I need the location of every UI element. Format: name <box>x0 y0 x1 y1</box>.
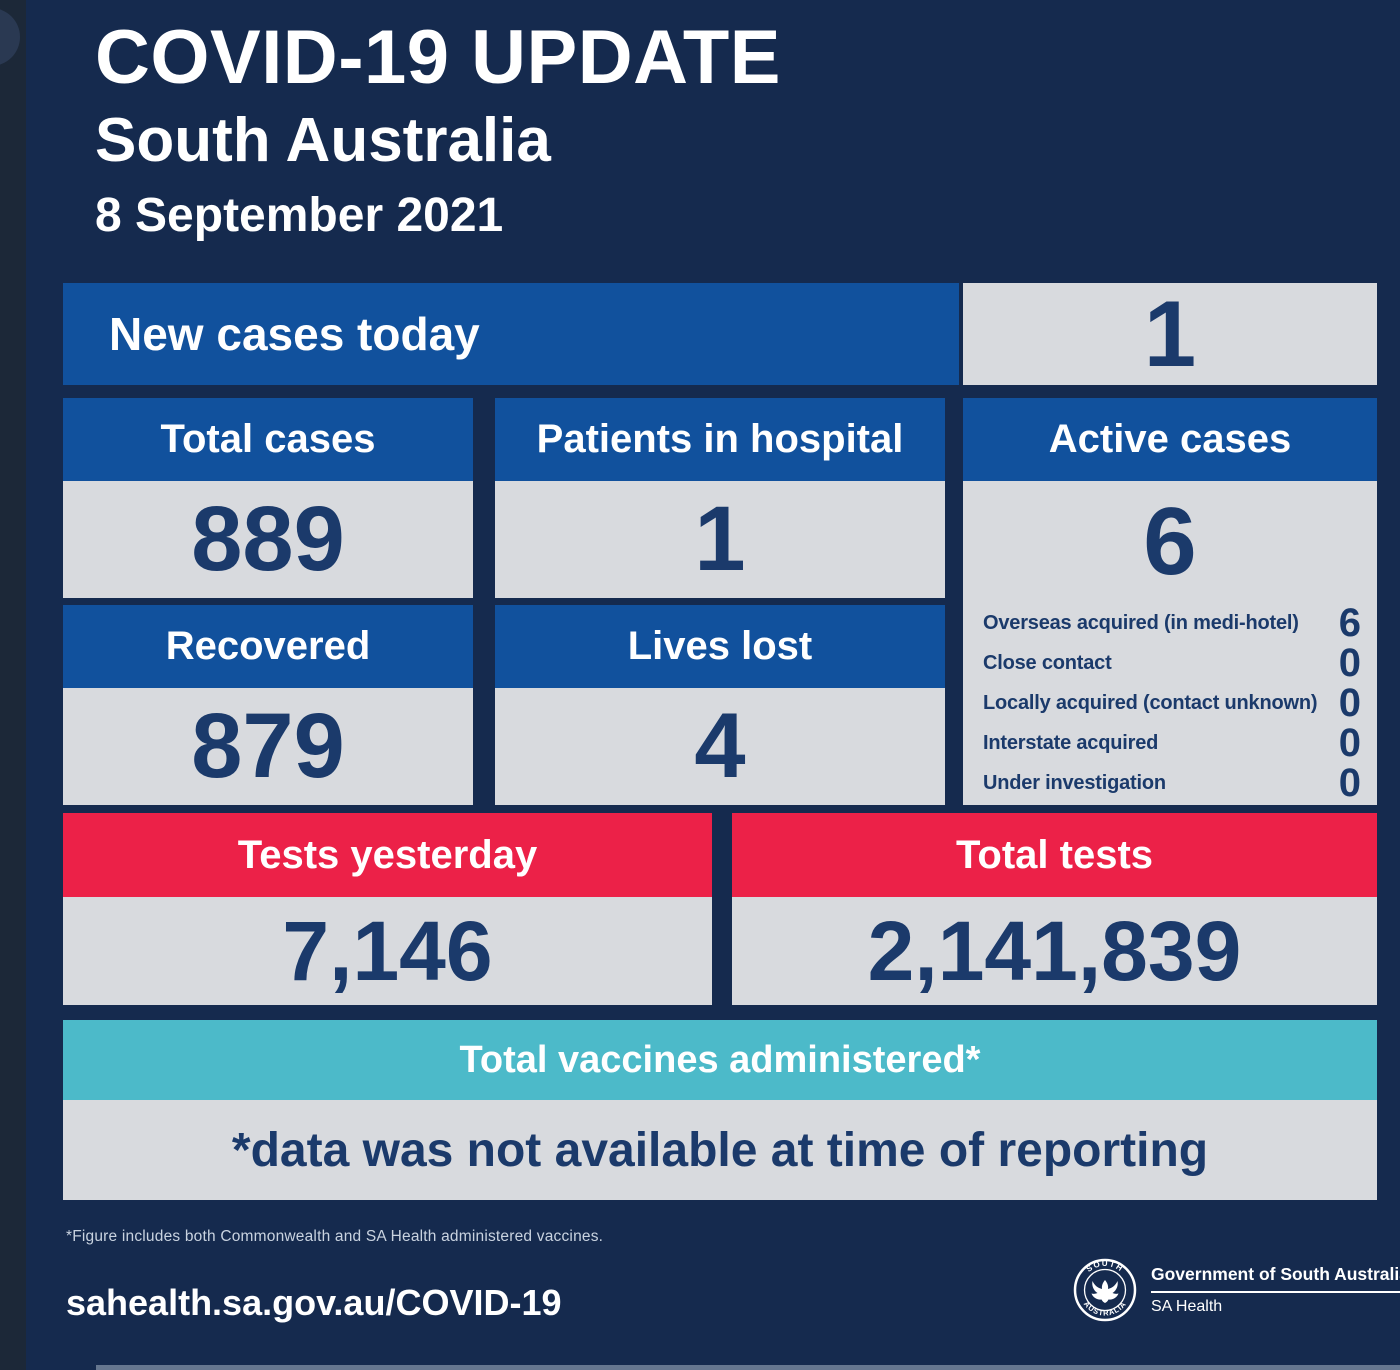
breakdown-row: Locally acquired (contact unknown) 0 <box>983 683 1361 723</box>
breakdown-label: Close contact <box>983 651 1112 674</box>
lives-lost-value-box: 4 <box>495 688 945 805</box>
emblem-text-top: SOUTH <box>1085 1259 1124 1274</box>
breakdown-value: 0 <box>1338 681 1361 725</box>
tests-yesterday-header: Tests yesterday <box>63 813 712 897</box>
patients-in-hospital-value-box: 1 <box>495 481 945 598</box>
lives-lost-header: Lives lost <box>495 605 945 688</box>
total-cases-label: Total cases <box>160 417 376 461</box>
header: COVID-19 UPDATE South Australia 8 Septem… <box>95 18 781 241</box>
corner-artifact <box>0 8 20 66</box>
page-subtitle: South Australia <box>95 105 551 175</box>
lives-lost-label: Lives lost <box>627 624 813 668</box>
new-cases-value-box: 1 <box>963 281 1377 386</box>
active-cases-header: Active cases <box>963 398 1377 481</box>
breakdown-row: Overseas acquired (in medi-hotel) 6 <box>983 603 1361 643</box>
breakdown-value: 0 <box>1338 721 1361 765</box>
active-cases-panel: 6 Overseas acquired (in medi-hotel) 6 Cl… <box>963 481 1377 805</box>
total-tests-label: Total tests <box>955 832 1154 877</box>
tests-yesterday-value-box: 7,146 <box>63 897 712 1005</box>
screen-edge-strip <box>0 0 26 1370</box>
new-cases-value: 1 <box>1143 281 1197 386</box>
breakdown-label: Locally acquired (contact unknown) <box>983 691 1318 714</box>
logo-agency-name: SA Health <box>1151 1298 1223 1315</box>
sa-government-logo: SOUTH AUSTRALIA Government of South Aust… <box>1073 1258 1400 1322</box>
report-date: 8 September 2021 <box>95 188 504 242</box>
patients-in-hospital-header: Patients in hospital <box>495 398 945 481</box>
lives-lost-value: 4 <box>694 695 746 797</box>
breakdown-value: 6 <box>1338 601 1361 645</box>
total-cases-value: 889 <box>191 488 345 590</box>
total-cases-value-box: 889 <box>63 481 473 598</box>
breakdown-value: 0 <box>1338 761 1361 805</box>
total-cases-header: Total cases <box>63 398 473 481</box>
breakdown-label: Interstate acquired <box>983 731 1159 754</box>
shrike-bird-shape <box>1091 1280 1119 1303</box>
new-cases-label: New cases today <box>109 308 480 360</box>
total-tests-value-box: 2,141,839 <box>732 897 1377 1005</box>
breakdown-row: Close contact 0 <box>983 643 1361 683</box>
recovered-label: Recovered <box>165 624 371 668</box>
patients-in-hospital-value: 1 <box>694 488 746 590</box>
breakdown-value: 0 <box>1338 641 1361 685</box>
breakdown-label: Overseas acquired (in medi-hotel) <box>983 611 1299 634</box>
vaccines-header: Total vaccines administered* <box>63 1020 1377 1100</box>
vaccines-note: *data was not available at time of repor… <box>231 1123 1209 1177</box>
breakdown-row: Interstate acquired 0 <box>983 723 1361 763</box>
tests-yesterday-value: 7,146 <box>282 903 493 998</box>
vaccines-note-box: *data was not available at time of repor… <box>63 1100 1377 1200</box>
website-url: sahealth.sa.gov.au/COVID-19 <box>66 1282 562 1323</box>
active-cases-value: 6 <box>1143 488 1197 595</box>
breakdown-label: Under investigation <box>983 771 1166 794</box>
recovered-value-box: 879 <box>63 688 473 805</box>
patients-in-hospital-label: Patients in hospital <box>536 417 904 461</box>
logo-government-title: Government of South Australia <box>1151 1264 1400 1293</box>
footnote: *Figure includes both Commonwealth and S… <box>66 1228 604 1245</box>
page-title: COVID-19 UPDATE <box>95 15 781 100</box>
recovered-value: 879 <box>191 695 345 797</box>
bottom-edge-band <box>96 1365 1400 1370</box>
total-tests-value: 2,141,839 <box>867 903 1242 998</box>
new-cases-label-bar: New cases today <box>63 283 959 385</box>
active-cases-breakdown: Overseas acquired (in medi-hotel) 6 Clos… <box>963 603 1377 803</box>
active-cases-label: Active cases <box>1048 417 1292 461</box>
vaccines-label: Total vaccines administered* <box>459 1038 981 1081</box>
logo-text: Government of South Australia SA Health <box>1151 1258 1400 1316</box>
recovered-header: Recovered <box>63 605 473 688</box>
tests-yesterday-label: Tests yesterday <box>237 832 538 877</box>
svg-text:SOUTH: SOUTH <box>1085 1259 1126 1274</box>
total-tests-header: Total tests <box>732 813 1377 897</box>
piping-shrike-emblem-icon: SOUTH AUSTRALIA <box>1073 1258 1137 1322</box>
breakdown-row: Under investigation 0 <box>983 763 1361 803</box>
